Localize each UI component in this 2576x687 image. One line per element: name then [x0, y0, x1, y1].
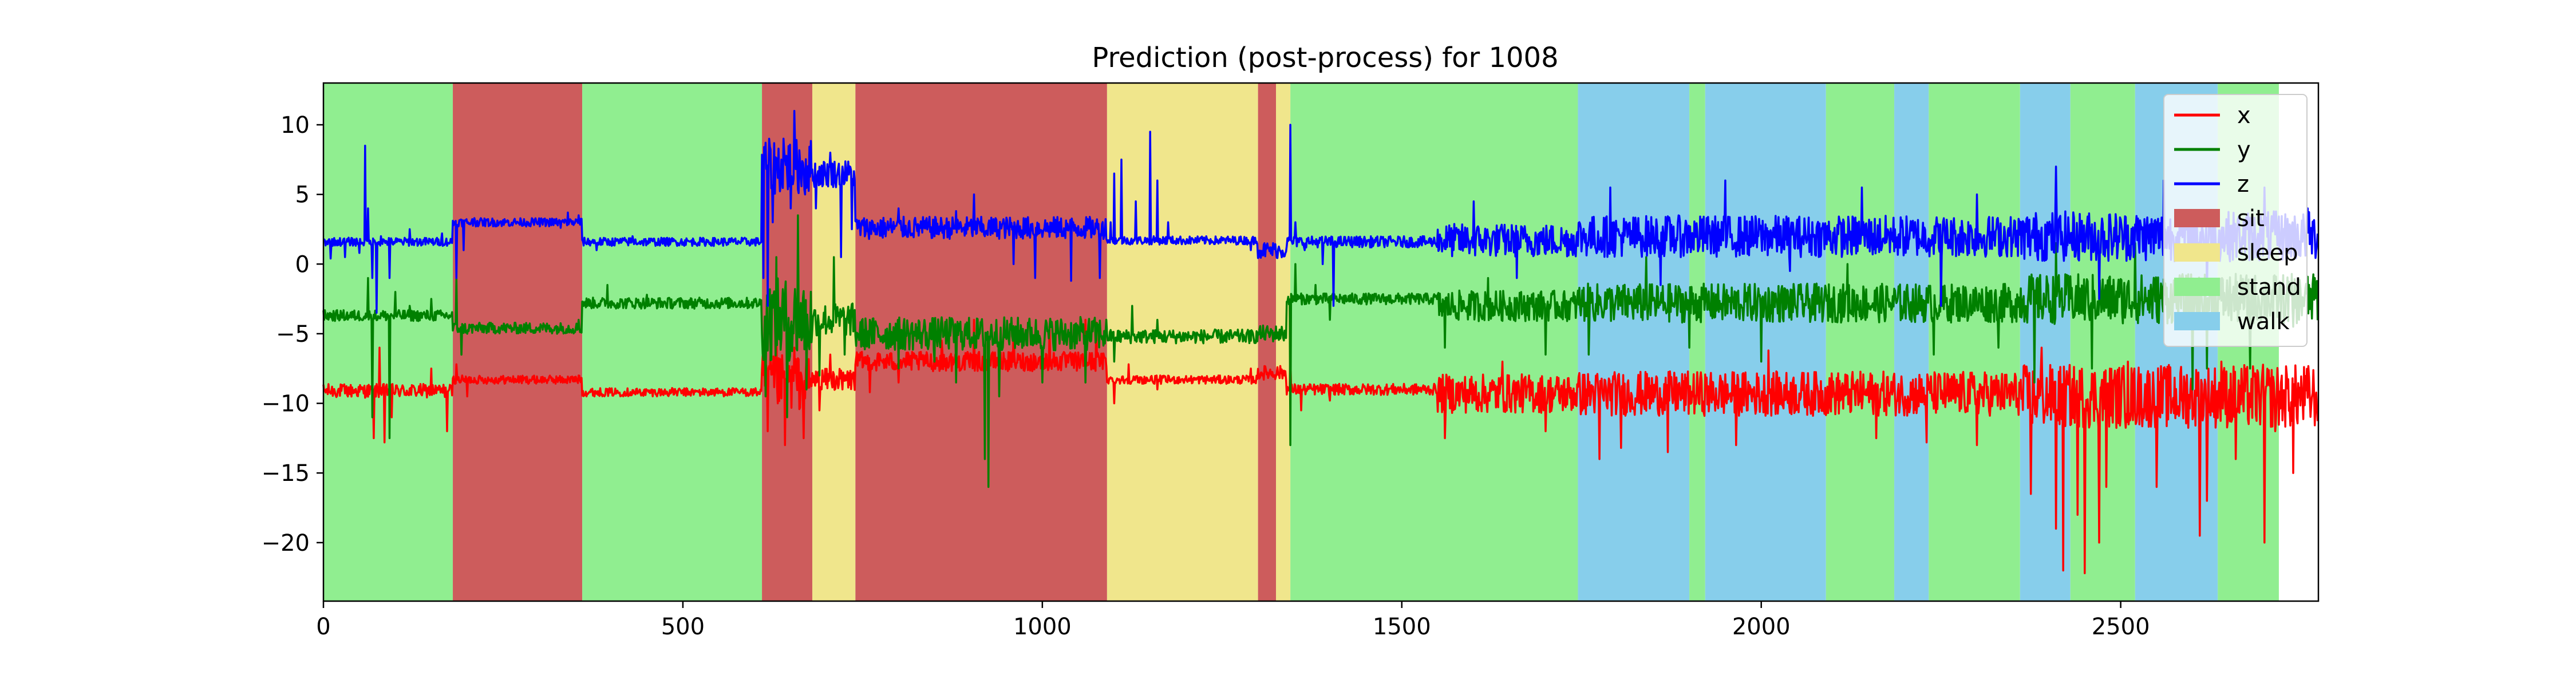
legend-swatch-stand: [2174, 278, 2220, 296]
legend-swatch-walk: [2174, 312, 2220, 330]
region-sleep: [1276, 83, 1291, 601]
legend-swatch-sit: [2174, 209, 2220, 227]
y-axis: 10 5 0 −5 −10 −15 −20: [262, 112, 323, 556]
region-stand: [1290, 83, 1578, 601]
legend-label-stand: stand: [2237, 274, 2301, 301]
legend-label-sleep: sleep: [2237, 240, 2298, 266]
y-tick-label: −5: [276, 321, 310, 348]
legend-label-x: x: [2237, 102, 2251, 129]
region-walk: [1578, 83, 1690, 601]
y-tick-label: 10: [280, 112, 310, 139]
series-y-line: [322, 214, 2319, 488]
legend-label-z: z: [2237, 171, 2249, 198]
legend: xyz sit sleep stand walk: [2163, 94, 2308, 347]
y-tick-label: 5: [295, 182, 310, 208]
chart-title: Prediction (post-process) for 1008: [1092, 42, 1558, 74]
y-tick-label: −20: [262, 530, 310, 556]
plot-frame: [322, 82, 2320, 602]
region-sit: [453, 83, 583, 601]
x-tick-label: 1000: [1013, 614, 1072, 640]
y-tick-label: 0: [295, 251, 310, 278]
legend-swatch-sleep: [2174, 243, 2220, 262]
x-tick-label: 2500: [2092, 614, 2150, 640]
plot-area: [322, 82, 2320, 602]
activity-regions: [323, 83, 2279, 601]
x-tick-label: 500: [661, 614, 705, 640]
x-axis: 0 500 1000 1500 2000 2500: [316, 601, 2150, 640]
region-walk: [1894, 83, 1929, 601]
series-z-line: [323, 109, 2319, 314]
series-x-line: [322, 318, 2319, 575]
region-sleep: [1107, 83, 1258, 601]
x-tick-label: 1500: [1373, 614, 1431, 640]
y-tick-label: −15: [262, 460, 310, 487]
x-tick-label: 2000: [1732, 614, 1791, 640]
region-stand: [582, 83, 762, 601]
region-stand: [1826, 83, 1895, 601]
legend-label-walk: walk: [2237, 309, 2290, 335]
legend-label-y: y: [2237, 137, 2251, 163]
region-walk: [1705, 83, 1826, 601]
region-stand: [2070, 83, 2135, 601]
region-stand: [1929, 83, 2020, 601]
legend-label-sit: sit: [2237, 206, 2265, 232]
region-stand: [1689, 83, 1705, 601]
data-series: [322, 109, 2319, 575]
y-tick-label: −10: [262, 391, 310, 417]
x-tick-label: 0: [316, 614, 330, 640]
